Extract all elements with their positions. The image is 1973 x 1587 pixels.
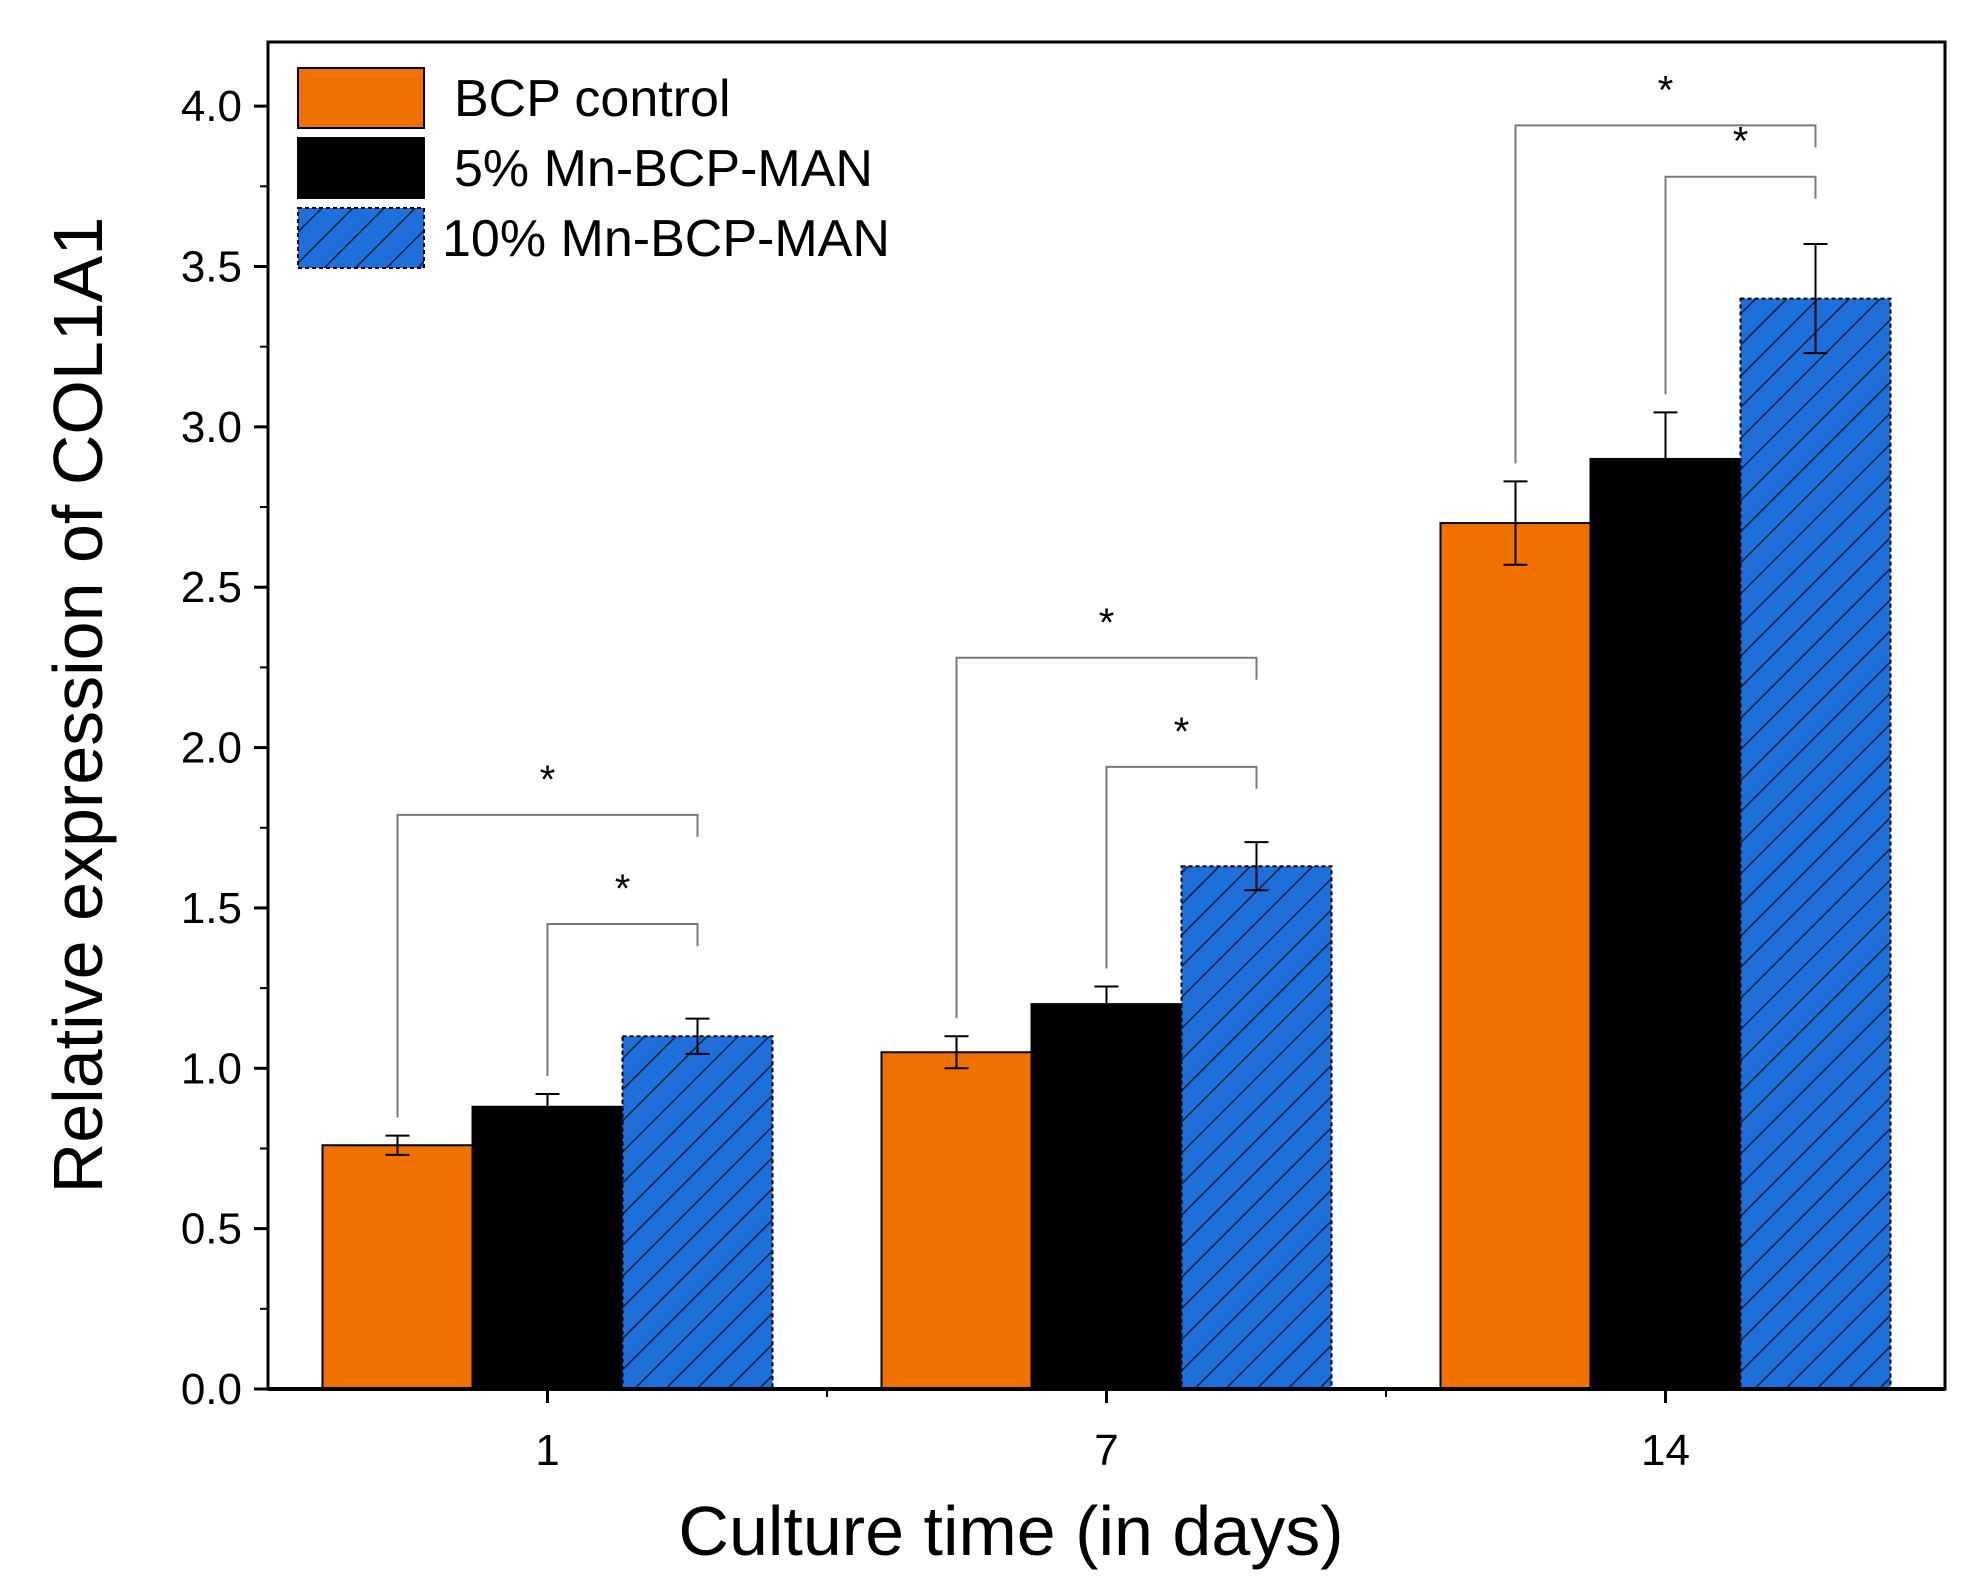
- x-tick-label: 7: [1094, 1426, 1118, 1475]
- significance-bracket: [1664, 175, 1817, 395]
- legend-label-1: BCP control: [454, 70, 731, 128]
- x-axis-title: Culture time (in days): [678, 1492, 1343, 1570]
- bar-1-day-1: [321, 1144, 474, 1391]
- legend: BCP control 5% Mn-BCP-MAN 10% Mn-BCP-MAN: [297, 67, 890, 269]
- y-tick-label: 2.5: [181, 563, 242, 612]
- axes-group: 0.0 0.5 1.0 1.5 2.0 2.5 3.0 3.5 4.0 1 7 14: [181, 82, 1945, 1475]
- bar-2-day-14: [1589, 457, 1742, 1390]
- y-tick-label: 1.5: [181, 884, 242, 933]
- legend-swatch-1: [297, 67, 425, 129]
- y-tick-label: 0.0: [181, 1365, 242, 1414]
- y-axis-title: Relative expression of COL1A1: [39, 217, 117, 1194]
- significance-brackets-group: * * * * * *: [396, 68, 1817, 1118]
- bar-3-day-7: [1180, 865, 1333, 1390]
- y-tick-label: 3.0: [181, 403, 242, 452]
- significance-bracket: [955, 656, 1258, 1019]
- legend-label-3: 10% Mn-BCP-MAN: [442, 210, 890, 268]
- significance-star: *: [615, 867, 631, 911]
- x-tick-label: 1: [535, 1426, 559, 1475]
- bar-3-day-1: [621, 1035, 774, 1390]
- y-tick-label: 1.0: [181, 1044, 242, 1093]
- bar-1-day-14: [1439, 522, 1592, 1390]
- significance-bracket: [1514, 124, 1817, 464]
- significance-bracket: [396, 813, 699, 1118]
- bar-2-day-7: [1030, 1003, 1183, 1391]
- bar-2-day-1: [471, 1105, 624, 1391]
- y-tick-label: 3.5: [181, 243, 242, 292]
- bar-3-day-14: [1739, 297, 1892, 1391]
- legend-label-2: 5% Mn-BCP-MAN: [454, 140, 873, 198]
- legend-swatch-2: [297, 137, 425, 199]
- y-tick-label: 0.5: [181, 1205, 242, 1254]
- x-tick-label: 14: [1641, 1426, 1690, 1475]
- y-tick-label: 4.0: [181, 82, 242, 131]
- significance-bracket: [546, 922, 699, 1076]
- error-bars-group: [385, 243, 1828, 1156]
- significance-bracket: [1105, 765, 1258, 969]
- significance-star: *: [1658, 68, 1674, 112]
- significance-star: *: [1733, 120, 1749, 164]
- significance-star: *: [540, 758, 556, 802]
- significance-star: *: [1174, 710, 1190, 754]
- bar-1-day-7: [880, 1051, 1033, 1390]
- y-tick-label: 2.0: [181, 724, 242, 773]
- legend-swatch-3: [297, 207, 425, 269]
- significance-star: *: [1099, 601, 1115, 645]
